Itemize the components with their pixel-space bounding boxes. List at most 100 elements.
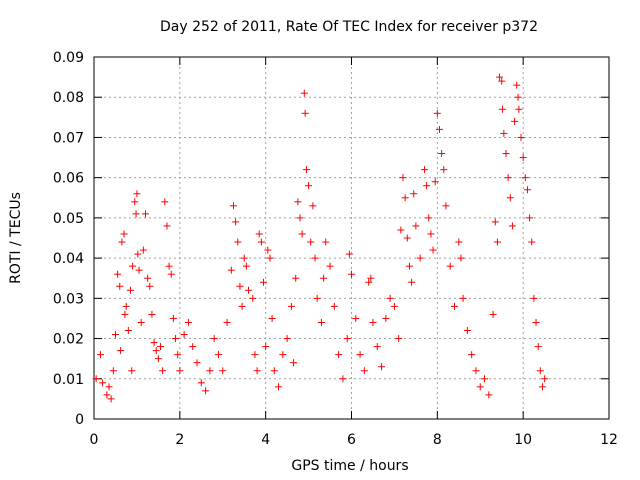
data-point — [219, 367, 227, 375]
data-point — [249, 294, 257, 302]
data-point — [369, 318, 377, 326]
data-point — [257, 238, 265, 246]
data-point — [154, 355, 162, 363]
data-point — [117, 347, 125, 355]
data-point — [236, 282, 244, 290]
data-point — [427, 230, 435, 238]
data-point — [335, 351, 343, 359]
data-point — [463, 327, 471, 335]
data-points — [92, 73, 549, 403]
data-point — [279, 351, 287, 359]
data-point — [180, 331, 188, 339]
data-point — [517, 133, 525, 141]
data-point — [287, 302, 295, 310]
data-point — [491, 218, 499, 226]
data-point — [189, 343, 197, 351]
y-tick-label: 0 — [75, 412, 84, 428]
data-point — [264, 246, 272, 254]
data-point — [109, 367, 117, 375]
data-point — [519, 154, 527, 162]
data-point — [253, 367, 261, 375]
data-point — [339, 375, 347, 383]
data-point — [148, 310, 156, 318]
data-point — [378, 363, 386, 371]
data-point — [536, 367, 544, 375]
data-point — [294, 198, 302, 206]
x-tick-label: 0 — [90, 432, 99, 448]
y-tick-label: 0.09 — [53, 50, 84, 66]
data-point — [320, 274, 328, 282]
data-point — [498, 77, 506, 85]
y-tick-label: 0.03 — [53, 291, 84, 307]
data-point — [446, 262, 454, 270]
y-tick-label: 0.04 — [53, 251, 84, 267]
data-point — [511, 117, 519, 125]
data-point — [296, 214, 304, 222]
data-point — [290, 359, 298, 367]
data-point — [435, 125, 443, 133]
data-point — [502, 150, 510, 158]
data-point — [528, 238, 536, 246]
data-point — [425, 214, 433, 222]
data-point — [532, 318, 540, 326]
data-point — [172, 335, 180, 343]
data-point — [268, 314, 276, 322]
data-point — [521, 174, 529, 182]
y-tick-label: 0.05 — [53, 211, 84, 227]
data-point — [313, 294, 321, 302]
data-point — [300, 89, 308, 97]
data-point — [206, 367, 214, 375]
data-point — [129, 262, 137, 270]
data-point — [302, 166, 310, 174]
data-point — [197, 379, 205, 387]
data-point — [356, 351, 364, 359]
data-point — [150, 339, 158, 347]
data-point — [214, 351, 222, 359]
y-axis-label: ROTI / TECUs — [8, 192, 24, 284]
data-point — [309, 202, 317, 210]
data-point — [348, 270, 355, 278]
data-point — [202, 387, 210, 395]
data-point — [159, 367, 167, 375]
data-point — [124, 327, 132, 335]
data-point — [408, 278, 416, 286]
data-point — [152, 347, 160, 355]
data-point — [401, 194, 409, 202]
data-point — [395, 335, 403, 343]
data-point — [96, 351, 104, 359]
data-point — [412, 222, 420, 230]
data-point — [534, 343, 542, 351]
data-point — [468, 351, 476, 359]
data-point — [504, 174, 512, 182]
data-point — [107, 395, 115, 403]
grid-lines — [94, 57, 609, 419]
data-point — [442, 202, 450, 210]
data-point — [305, 182, 313, 190]
data-point — [223, 318, 231, 326]
data-point — [116, 282, 124, 290]
x-tick-label: 12 — [600, 432, 618, 448]
data-point — [481, 375, 489, 383]
data-point — [423, 182, 431, 190]
data-point — [144, 274, 152, 282]
data-point — [163, 222, 171, 230]
data-point — [530, 294, 538, 302]
data-point — [489, 310, 497, 318]
data-point — [240, 254, 248, 262]
data-point — [122, 302, 130, 310]
x-tick-label: 4 — [261, 432, 270, 448]
data-point — [410, 190, 418, 198]
data-point — [120, 230, 128, 238]
x-tick-label: 10 — [514, 432, 532, 448]
data-point — [345, 250, 353, 258]
data-point — [283, 335, 291, 343]
data-point — [229, 202, 237, 210]
data-point — [238, 302, 246, 310]
data-point — [92, 375, 100, 383]
data-point — [292, 274, 300, 282]
data-point — [322, 238, 330, 246]
data-point — [275, 383, 283, 391]
data-point — [165, 262, 173, 270]
data-point — [506, 194, 514, 202]
